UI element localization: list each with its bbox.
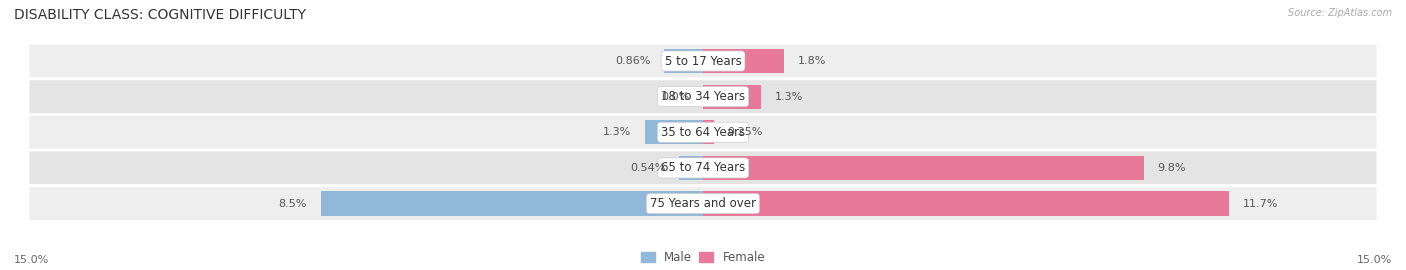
Text: DISABILITY CLASS: COGNITIVE DIFFICULTY: DISABILITY CLASS: COGNITIVE DIFFICULTY <box>14 8 307 22</box>
Bar <box>703 156 1144 180</box>
Legend: Male, Female: Male, Female <box>641 251 765 264</box>
Bar <box>321 191 703 216</box>
Bar <box>679 156 703 180</box>
Text: 15.0%: 15.0% <box>1357 255 1392 265</box>
Text: 9.8%: 9.8% <box>1157 163 1185 173</box>
FancyBboxPatch shape <box>28 150 1378 186</box>
FancyBboxPatch shape <box>28 114 1378 150</box>
Text: 15.0%: 15.0% <box>14 255 49 265</box>
Text: 75 Years and over: 75 Years and over <box>650 197 756 210</box>
Text: 65 to 74 Years: 65 to 74 Years <box>661 161 745 174</box>
FancyBboxPatch shape <box>28 79 1378 114</box>
Text: 0.54%: 0.54% <box>630 163 665 173</box>
Bar <box>703 49 785 73</box>
Text: 0.25%: 0.25% <box>728 127 763 137</box>
Bar <box>703 191 1229 216</box>
Text: 11.7%: 11.7% <box>1243 198 1278 209</box>
Text: Source: ZipAtlas.com: Source: ZipAtlas.com <box>1288 8 1392 18</box>
Bar <box>703 85 762 109</box>
Text: 8.5%: 8.5% <box>278 198 307 209</box>
FancyBboxPatch shape <box>28 186 1378 221</box>
Text: 1.3%: 1.3% <box>775 92 803 102</box>
Text: 0.86%: 0.86% <box>616 56 651 66</box>
Text: 1.8%: 1.8% <box>797 56 825 66</box>
Bar <box>644 120 703 144</box>
Bar <box>703 120 714 144</box>
Text: 1.3%: 1.3% <box>603 127 631 137</box>
Text: 35 to 64 Years: 35 to 64 Years <box>661 126 745 139</box>
Text: 18 to 34 Years: 18 to 34 Years <box>661 90 745 103</box>
FancyBboxPatch shape <box>28 43 1378 79</box>
Text: 0.0%: 0.0% <box>661 92 689 102</box>
Bar <box>664 49 703 73</box>
Text: 5 to 17 Years: 5 to 17 Years <box>665 55 741 68</box>
